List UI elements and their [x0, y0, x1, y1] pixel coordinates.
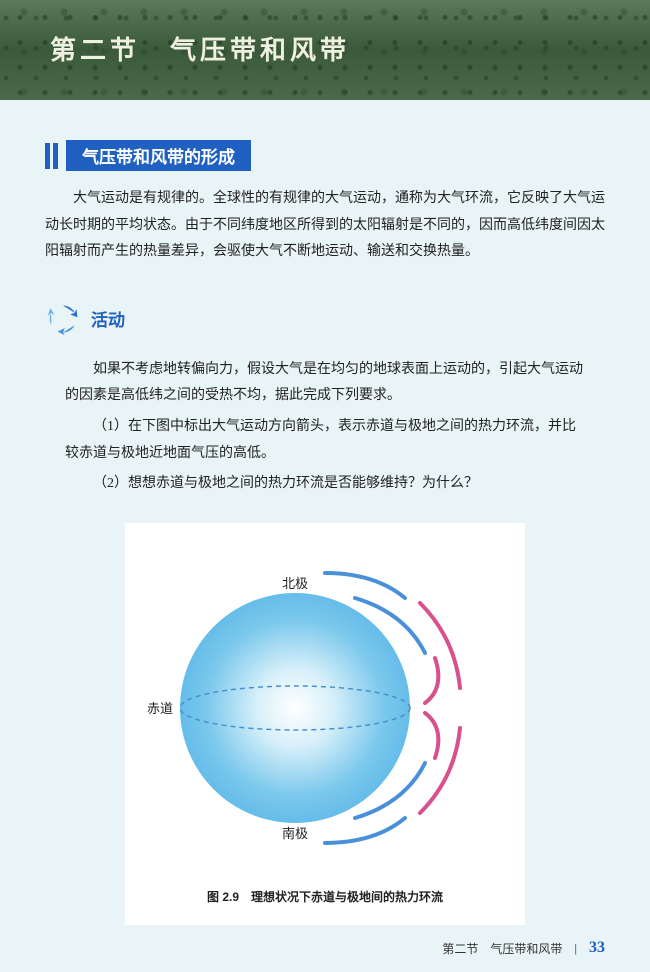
cycle-icon: [45, 301, 81, 337]
diagram-container: 北极 赤道 南极: [125, 523, 525, 925]
north-label: 北极: [282, 576, 308, 591]
activity-text: 如果不考虑地转偏向力，假设大气是在均匀的地球表面上运动的，引起大气运动的因素是高…: [45, 357, 605, 498]
globe-diagram: 北极 赤道 南极: [145, 543, 505, 873]
activity-header: 活动: [45, 301, 605, 337]
body-paragraph: 大气运动是有规律的。全球性的有规律的大气运动，通称为大气环流，它反映了大气运动长…: [45, 186, 605, 266]
activity-intro: 如果不考虑地转偏向力，假设大气是在均匀的地球表面上运动的，引起大气运动的因素是高…: [65, 357, 585, 410]
activity-title: 活动: [91, 306, 125, 331]
footer-section-title: 第二节 气压带和风带: [442, 940, 562, 957]
section-bars-icon: [45, 143, 58, 169]
footer-divider: |: [574, 941, 577, 956]
page-number: 33: [589, 939, 605, 957]
activity-item-2: （2）想想赤道与极地之间的热力环流是否能够维持？为什么？: [65, 471, 585, 498]
page-content: 气压带和风带的形成 大气运动是有规律的。全球性的有规律的大气运动，通称为大气环流…: [0, 100, 650, 925]
diagram-caption: 图 2.9 理想状况下赤道与极地间的热力环流: [145, 888, 505, 905]
equator-label: 赤道: [147, 701, 173, 716]
section-title: 气压带和风带的形成: [66, 140, 251, 171]
activity-item-1: （1）在下图中标出大气运动方向箭头，表示赤道与极地之间的热力环流，并比较赤道与极…: [65, 414, 585, 467]
page-footer: 第二节 气压带和风带 | 33: [442, 939, 605, 957]
header-title: 第二节 气压带和风带: [50, 30, 350, 67]
header-banner: 第二节 气压带和风带: [0, 0, 650, 100]
activity-section: 活动 如果不考虑地转偏向力，假设大气是在均匀的地球表面上运动的，引起大气运动的因…: [45, 301, 605, 925]
section-header: 气压带和风带的形成: [45, 140, 605, 171]
south-label: 南极: [282, 826, 308, 841]
